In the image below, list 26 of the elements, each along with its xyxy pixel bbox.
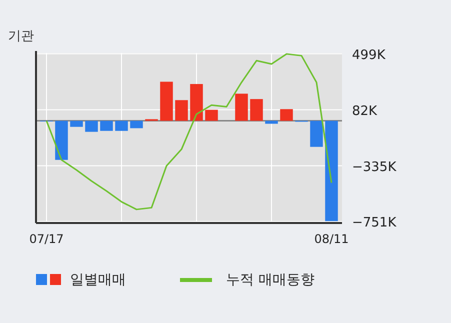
y-tick-label: −335K xyxy=(352,160,397,175)
bar xyxy=(250,99,263,121)
y-tick-label: 82K xyxy=(352,104,378,119)
bar xyxy=(70,120,83,127)
legend-label: 누적 매매동향 xyxy=(226,272,314,288)
bar xyxy=(190,84,203,121)
bar xyxy=(175,100,188,121)
bar xyxy=(85,120,98,132)
bar xyxy=(325,120,338,222)
x-tick-label: 08/11 xyxy=(314,232,349,246)
bar xyxy=(265,120,278,124)
bar xyxy=(310,120,323,147)
bar xyxy=(115,120,128,131)
bar xyxy=(280,109,293,121)
bar xyxy=(235,94,248,121)
chart-title: 기관 xyxy=(8,29,34,44)
x-tick-label: 07/17 xyxy=(29,232,64,246)
bar xyxy=(205,110,218,121)
legend-label: 일별매매 xyxy=(70,272,126,288)
bar xyxy=(100,120,113,131)
y-tick-label: −751K xyxy=(352,216,397,231)
line-series xyxy=(46,53,332,210)
bar xyxy=(160,82,173,121)
bar xyxy=(130,120,143,128)
y-tick-label: 499K xyxy=(352,48,386,63)
bar xyxy=(55,120,68,160)
